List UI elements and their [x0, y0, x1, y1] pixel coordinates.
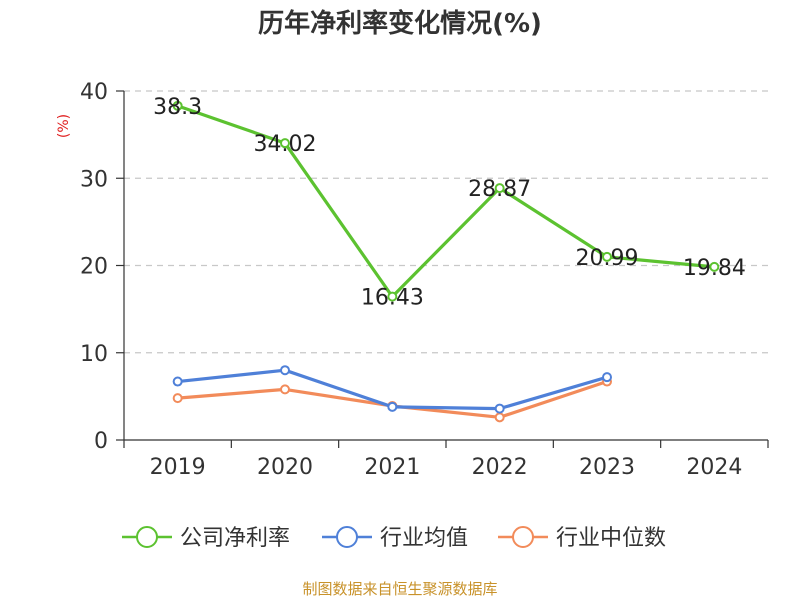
x-tick-label: 2022 — [472, 455, 528, 480]
y-tick-label: 30 — [80, 167, 108, 192]
legend[interactable]: 公司净利率 行业均值 行业中位数 — [122, 526, 666, 551]
grid-lines — [124, 90, 768, 354]
x-tick-label: 2019 — [150, 455, 206, 480]
data-point-2[interactable] — [280, 384, 290, 395]
chart-title: 历年净利率变化情况(%) — [258, 8, 542, 39]
data-point-0[interactable] — [709, 261, 720, 272]
data-label: 19.84 — [683, 256, 746, 281]
y-tick-label: 10 — [80, 342, 108, 367]
data-label: 16.43 — [361, 286, 424, 311]
data-point-0[interactable] — [494, 183, 505, 194]
data-label: 34.02 — [254, 132, 317, 157]
legend-marker — [512, 526, 534, 548]
y-tick-label: 20 — [80, 255, 108, 280]
x-tick-label: 2020 — [257, 455, 313, 480]
x-tick-label: 2021 — [364, 455, 420, 480]
data-point-0[interactable] — [387, 291, 398, 302]
legend-label: 行业中位数 — [556, 526, 666, 551]
legend-item-1[interactable]: 行业均值 — [322, 526, 468, 551]
legend-label: 行业均值 — [380, 526, 468, 551]
y-tick-label: 40 — [80, 80, 108, 105]
legend-label: 公司净利率 — [180, 526, 290, 551]
y-axis-label: (%) — [56, 114, 72, 138]
legend-marker — [336, 526, 358, 548]
series-line-0 — [177, 104, 715, 299]
data-point-1[interactable] — [494, 403, 505, 414]
data-point-1[interactable] — [602, 372, 612, 383]
data-point-2[interactable] — [172, 393, 183, 404]
data-point-1[interactable] — [387, 401, 398, 412]
data-point-1[interactable] — [280, 365, 290, 376]
data-point-0[interactable] — [172, 100, 183, 111]
x-tick-label: 2024 — [686, 455, 742, 480]
legend-item-2[interactable]: 行业中位数 — [498, 526, 666, 551]
data-label: 20.99 — [576, 246, 639, 271]
data-label: 28.87 — [468, 177, 531, 202]
data-point-0[interactable] — [602, 251, 612, 262]
data-point-1[interactable] — [172, 376, 183, 387]
data-point-0[interactable] — [280, 138, 290, 149]
data-source-note: 制图数据来自恒生聚源数据库 — [302, 580, 497, 598]
legend-item-0[interactable]: 公司净利率 — [122, 526, 290, 551]
data-label: 38.3 — [153, 95, 202, 120]
x-tick-label: 2023 — [579, 455, 635, 480]
y-tick-label: 0 — [94, 429, 108, 454]
legend-marker — [136, 526, 158, 548]
series-group — [172, 100, 720, 423]
axes: 0 10 20 30 40 2019 2020 2021 2022 2023 2024 — [80, 80, 769, 480]
data-point-2[interactable] — [494, 412, 505, 423]
data-labels: 38.3 34.02 16.43 28.87 20.99 19.84 — [153, 95, 746, 311]
series-line-2 — [177, 380, 608, 419]
